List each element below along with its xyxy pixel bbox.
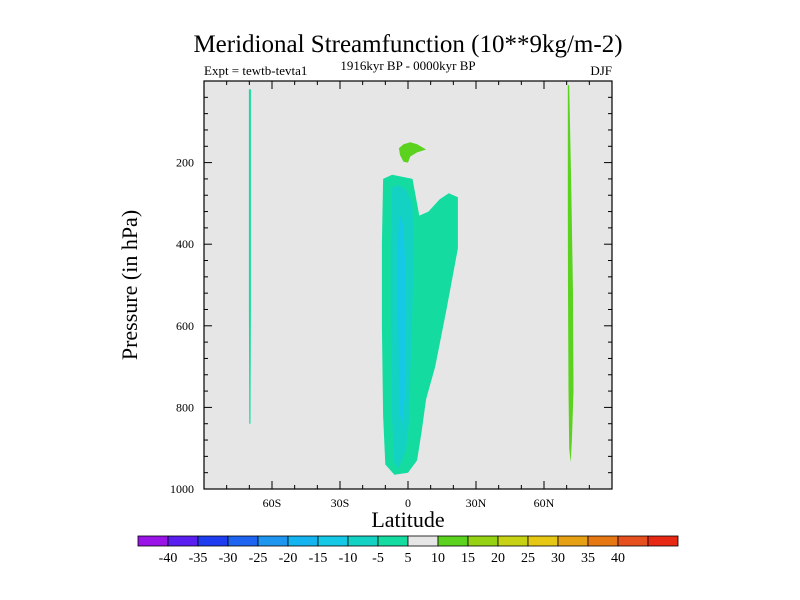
- colorbar-label: -15: [309, 551, 328, 566]
- colorbar-box: [227, 535, 259, 547]
- colorbar-label: -10: [339, 551, 358, 566]
- colorbar-box: [407, 535, 439, 547]
- y-tick-label: 800: [176, 400, 194, 414]
- contour-upper-positive: [398, 142, 427, 163]
- contour-60s-thin: [248, 89, 251, 424]
- colorbar-label: 30: [551, 551, 565, 566]
- colorbar: -40 -35 -30 -25 -20 -15 -10 -5 5 10 15 20 25 30 35 40: [137, 535, 679, 566]
- colorbar-box: [587, 535, 619, 547]
- colorbar-label: 35: [581, 551, 595, 566]
- colorbar-box: [437, 535, 469, 547]
- colorbar-box: [167, 535, 199, 547]
- plot-area: 60S 30S 0 30N 60N 200 400 600 800 1000: [170, 80, 613, 510]
- colorbar-box: [647, 535, 679, 547]
- x-tick-label: 60S: [263, 496, 282, 510]
- contour-tropical-inner: [397, 215, 406, 424]
- chart-title: Meridional Streamfunction (10**9kg/m-2): [193, 31, 622, 58]
- colorbar-label: 5: [405, 551, 412, 566]
- colorbar-box: [497, 535, 529, 547]
- x-tick-label: 30N: [466, 496, 487, 510]
- y-tick-label: 600: [176, 319, 194, 333]
- colorbar-box: [527, 535, 559, 547]
- y-tick-label: 400: [176, 237, 194, 251]
- x-tick-label: 60N: [534, 496, 555, 510]
- colorbar-box: [197, 535, 229, 547]
- colorbar-label: 25: [521, 551, 535, 566]
- colorbar-label: -40: [159, 551, 178, 566]
- colorbar-label: -5: [372, 551, 384, 566]
- colorbar-box: [377, 535, 409, 547]
- colorbar-label: -25: [249, 551, 268, 566]
- colorbar-label: -20: [279, 551, 298, 566]
- colorbar-box: [617, 535, 649, 547]
- colorbar-box: [467, 535, 499, 547]
- x-tick-label: 30S: [331, 496, 350, 510]
- x-tick-label: 0: [405, 496, 411, 510]
- colorbar-box: [347, 535, 379, 547]
- y-tick-label: 200: [176, 156, 194, 170]
- colorbar-label: 40: [611, 551, 625, 566]
- colorbar-box: [287, 535, 319, 547]
- contour-70n-positive: [567, 85, 574, 463]
- colorbar-label: 15: [461, 551, 475, 566]
- colorbar-label: 20: [491, 551, 505, 566]
- colorbar-box: [557, 535, 589, 547]
- colorbar-label: -35: [189, 551, 208, 566]
- y-axis-label: Pressure (in hPa): [117, 210, 142, 360]
- period-label: 1916kyr BP - 0000kyr BP: [340, 58, 475, 73]
- colorbar-box: [257, 535, 289, 547]
- colorbar-box: [317, 535, 349, 547]
- colorbar-label: -30: [219, 551, 238, 566]
- y-tick-label: 1000: [170, 482, 194, 496]
- colorbar-box: [137, 535, 169, 547]
- colorbar-label: 10: [431, 551, 445, 566]
- x-axis-label: Latitude: [371, 507, 444, 532]
- season-label: DJF: [590, 63, 612, 78]
- experiment-label: Expt = tewtb-tevta1: [204, 63, 307, 78]
